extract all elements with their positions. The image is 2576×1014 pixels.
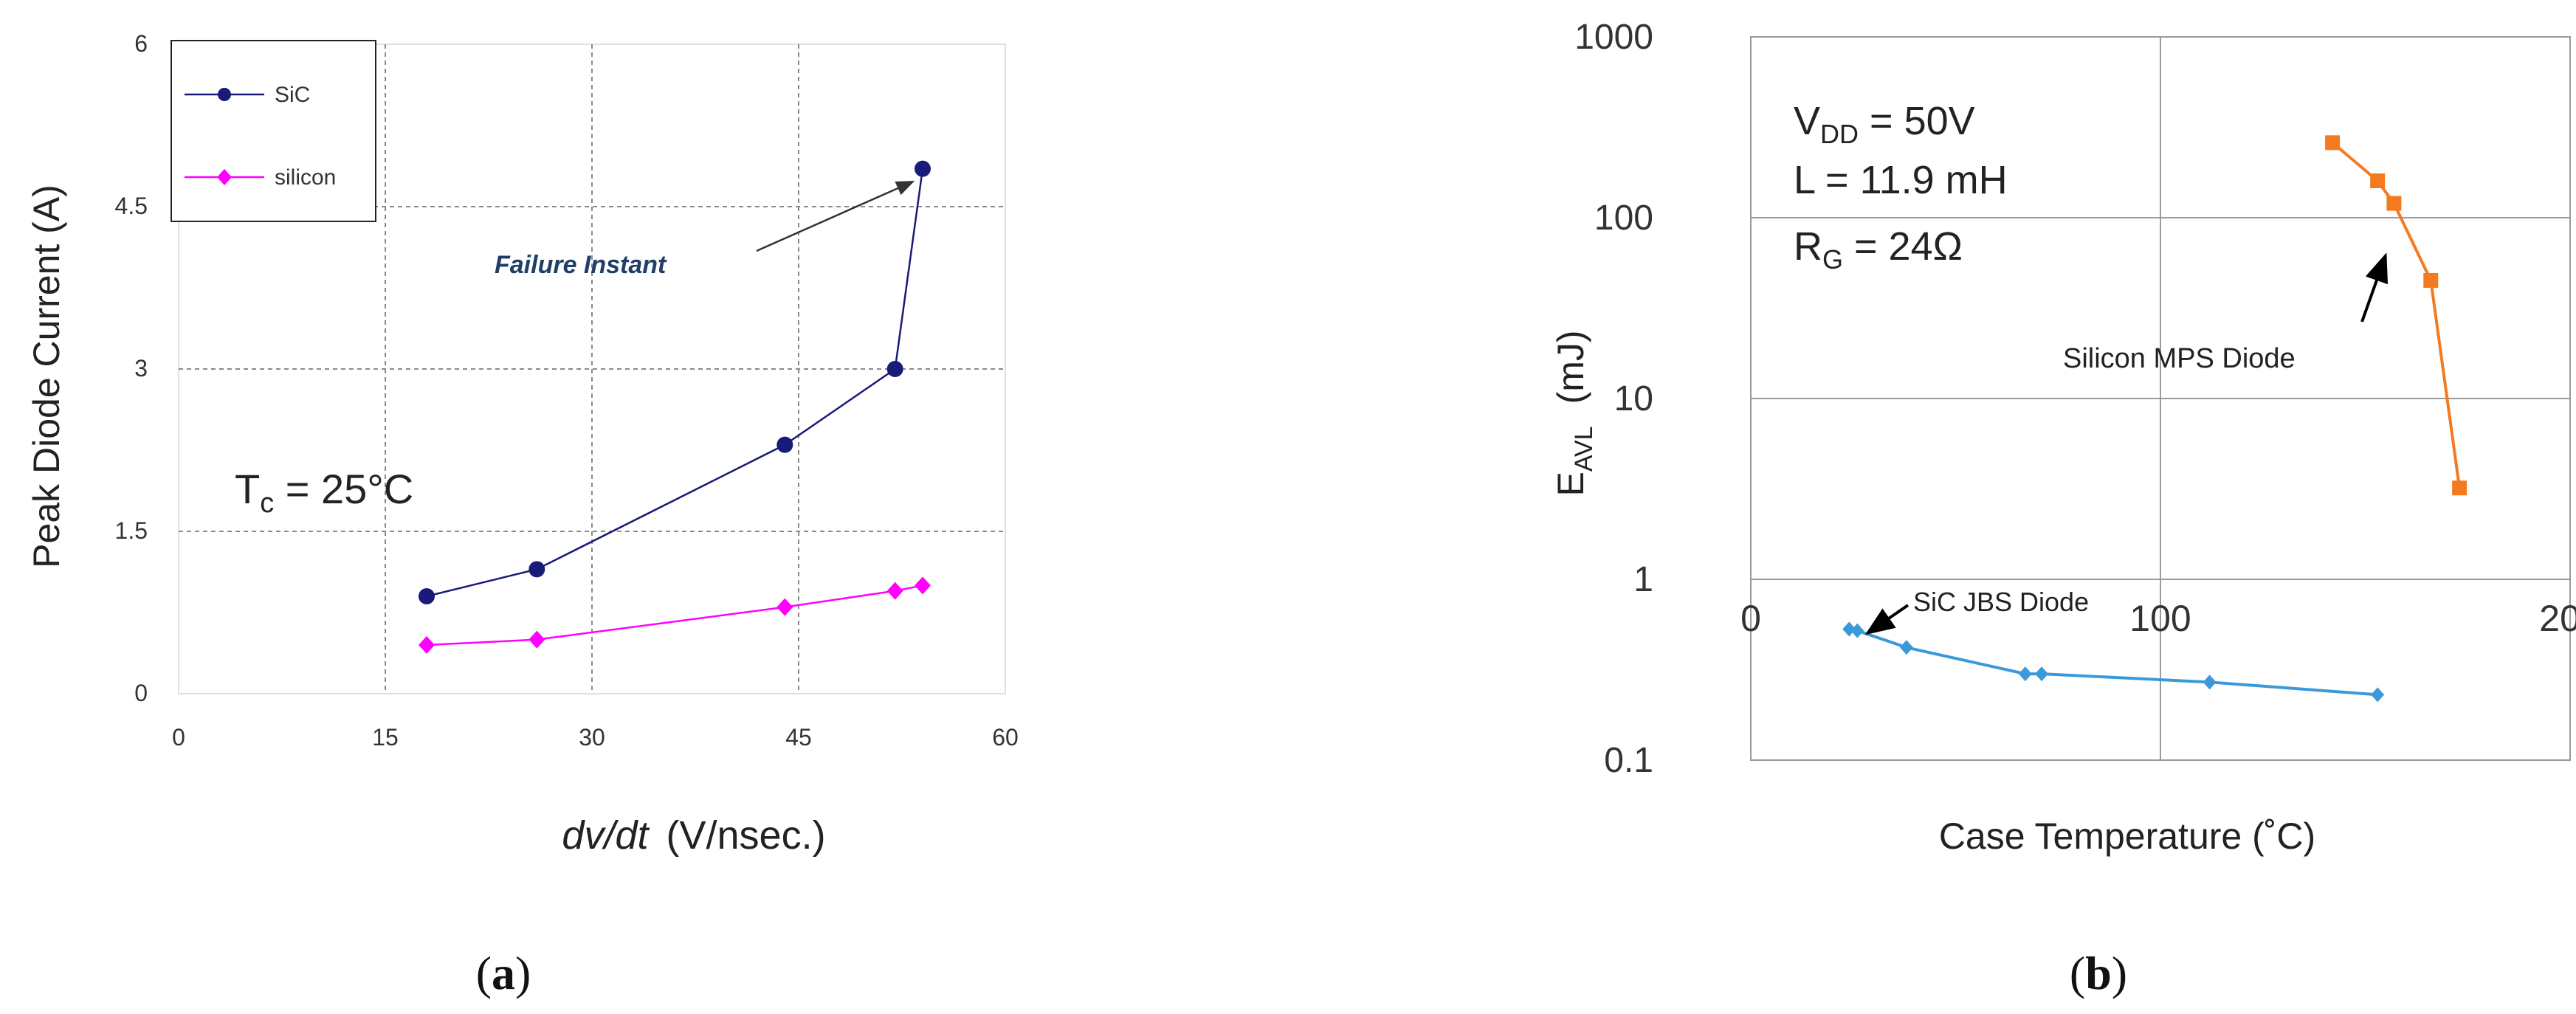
data-point-silicon	[419, 636, 435, 654]
sic-jbs-arrow	[1864, 604, 1909, 635]
data-point-silicon	[528, 630, 545, 649]
chart-a-y-tick-label: 3	[134, 355, 148, 382]
chart-b-y-tick-labels: 0.1 1 10 100 1000	[1574, 18, 1653, 780]
chart-b-y-tick-label: 0.1	[1604, 741, 1653, 780]
legend-marker-silicon	[217, 169, 232, 185]
test-conditions: VDD = 50V L = 11.9 mH RG = 24Ω	[1794, 99, 2008, 275]
data-point-silicon-mps-diode	[2452, 480, 2467, 496]
data-point-sic-jbs-diode	[1899, 640, 1913, 655]
data-point-silicon	[776, 598, 793, 616]
panel-b-caption: (b)	[2070, 947, 2127, 999]
silicon-mps-label: Silicon MPS Diode	[2063, 343, 2296, 374]
series-line-silicon-mps-diode	[2331, 141, 2462, 489]
data-point-silicon-mps-diode	[2386, 196, 2402, 211]
chart-b-y-tick-label: 10	[1614, 379, 1653, 418]
legend-label-silicon: silicon	[275, 165, 336, 190]
chart-b-x-tick-label: 100	[2129, 598, 2191, 639]
chart-a-y-tick-label: 0	[134, 680, 148, 706]
series-line-silicon	[426, 584, 923, 646]
panel-a-caption: (a)	[476, 947, 531, 999]
chart-a-x-axis-label: dv/dt (V/nsec.)	[562, 813, 825, 858]
chart-b: 0.1 1 10 100 1000 0 100 200 VDD = 50V L = 11.9…	[1550, 18, 2576, 999]
condition-inductance: L = 11.9 mH	[1794, 158, 2008, 202]
chart-a-x-tick-label: 0	[172, 724, 185, 751]
data-point-sic-jbs-diode	[1850, 623, 1864, 638]
data-point-silicon-mps-diode	[2325, 135, 2341, 151]
chart-b-series	[1842, 135, 2467, 703]
chart-a-y-tick-label: 4.5	[115, 193, 148, 219]
chart-a-x-tick-label: 60	[992, 724, 1019, 751]
silicon-mps-arrow	[2360, 252, 2389, 323]
condition-vdd: VDD = 50V	[1794, 99, 1975, 149]
chart-a-series	[419, 160, 931, 654]
failure-instant-label: Failure Instant	[495, 251, 667, 279]
chart-b-x-axis-label: Case Temperature (˚C)	[1939, 815, 2315, 857]
chart-a-y-tick-label: 1.5	[115, 517, 148, 544]
chart-b-gridlines	[1750, 36, 2571, 761]
sic-jbs-label: SiC JBS Diode	[1913, 587, 2089, 617]
chart-a: 0 1.5 3 4.5 6 0 15 30 45 60 SiC silicon Failure …	[26, 30, 1019, 999]
chart-a-x-tick-label: 30	[579, 724, 605, 751]
data-point-sic	[886, 361, 903, 377]
chart-b-y-tick-label: 100	[1594, 199, 1653, 238]
case-temperature-annotation: Tc = 25°C	[235, 466, 413, 519]
chart-b-y-axis-label: EAVL(mJ)	[1550, 330, 1598, 496]
legend-label-sic: SiC	[275, 83, 310, 107]
chart-a-x-tick-label: 45	[785, 724, 812, 751]
series-line-sic-jbs-diode	[1848, 627, 2378, 697]
legend-marker-sic	[218, 88, 231, 101]
chart-b-y-tick-label: 1000	[1574, 18, 1653, 57]
data-point-sic-jbs-diode	[2018, 666, 2032, 682]
chart-a-x-tick-labels: 0 15 30 45 60	[172, 724, 1019, 751]
failure-instant-arrow	[756, 180, 915, 252]
chart-a-x-tick-label: 15	[372, 724, 399, 751]
data-point-sic	[776, 436, 793, 453]
series-line-sic	[426, 168, 924, 598]
legend-frame	[171, 40, 376, 222]
data-point-silicon	[886, 582, 903, 600]
chart-b-y-tick-label: 1	[1633, 560, 1653, 599]
condition-gate-resistance: RG = 24Ω	[1794, 224, 1963, 275]
data-point-sic	[915, 160, 931, 177]
chart-a-legend: SiC silicon	[171, 40, 376, 222]
chart-a-y-axis-label: Peak Diode Current (A)	[26, 184, 67, 568]
data-point-sic-jbs-diode	[2371, 687, 2385, 703]
data-point-silicon-mps-diode	[2370, 173, 2386, 188]
data-point-silicon	[915, 576, 931, 595]
data-point-sic	[419, 588, 435, 604]
data-point-sic-jbs-diode	[2203, 675, 2217, 690]
data-point-sic-jbs-diode	[2035, 666, 2049, 682]
chart-b-x-tick-label: 200	[2539, 598, 2576, 639]
data-point-sic-jbs-diode	[1842, 621, 1856, 637]
chart-a-gridlines	[179, 44, 1005, 694]
data-point-silicon-mps-diode	[2423, 272, 2439, 288]
chart-b-x-tick-label: 0	[1740, 598, 1761, 639]
data-point-sic	[528, 561, 545, 578]
chart-a-y-tick-label: 6	[134, 30, 148, 57]
chart-a-y-tick-labels: 0 1.5 3 4.5 6	[115, 30, 148, 706]
chart-b-x-tick-labels: 0 100 200	[1740, 598, 2576, 639]
